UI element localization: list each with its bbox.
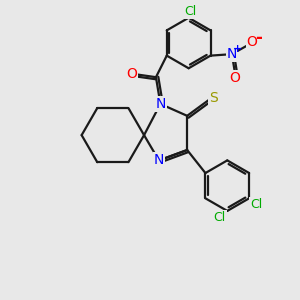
- Text: O: O: [230, 71, 240, 85]
- Text: S: S: [208, 91, 217, 105]
- Text: O: O: [246, 35, 257, 49]
- Text: N: N: [154, 153, 164, 167]
- Text: N: N: [155, 97, 166, 111]
- Text: +: +: [232, 44, 242, 54]
- Text: Cl: Cl: [250, 198, 263, 211]
- Text: Cl: Cl: [184, 5, 196, 18]
- Text: N: N: [227, 47, 237, 61]
- Text: O: O: [126, 67, 137, 81]
- Text: -: -: [255, 29, 262, 47]
- Text: Cl: Cl: [214, 211, 226, 224]
